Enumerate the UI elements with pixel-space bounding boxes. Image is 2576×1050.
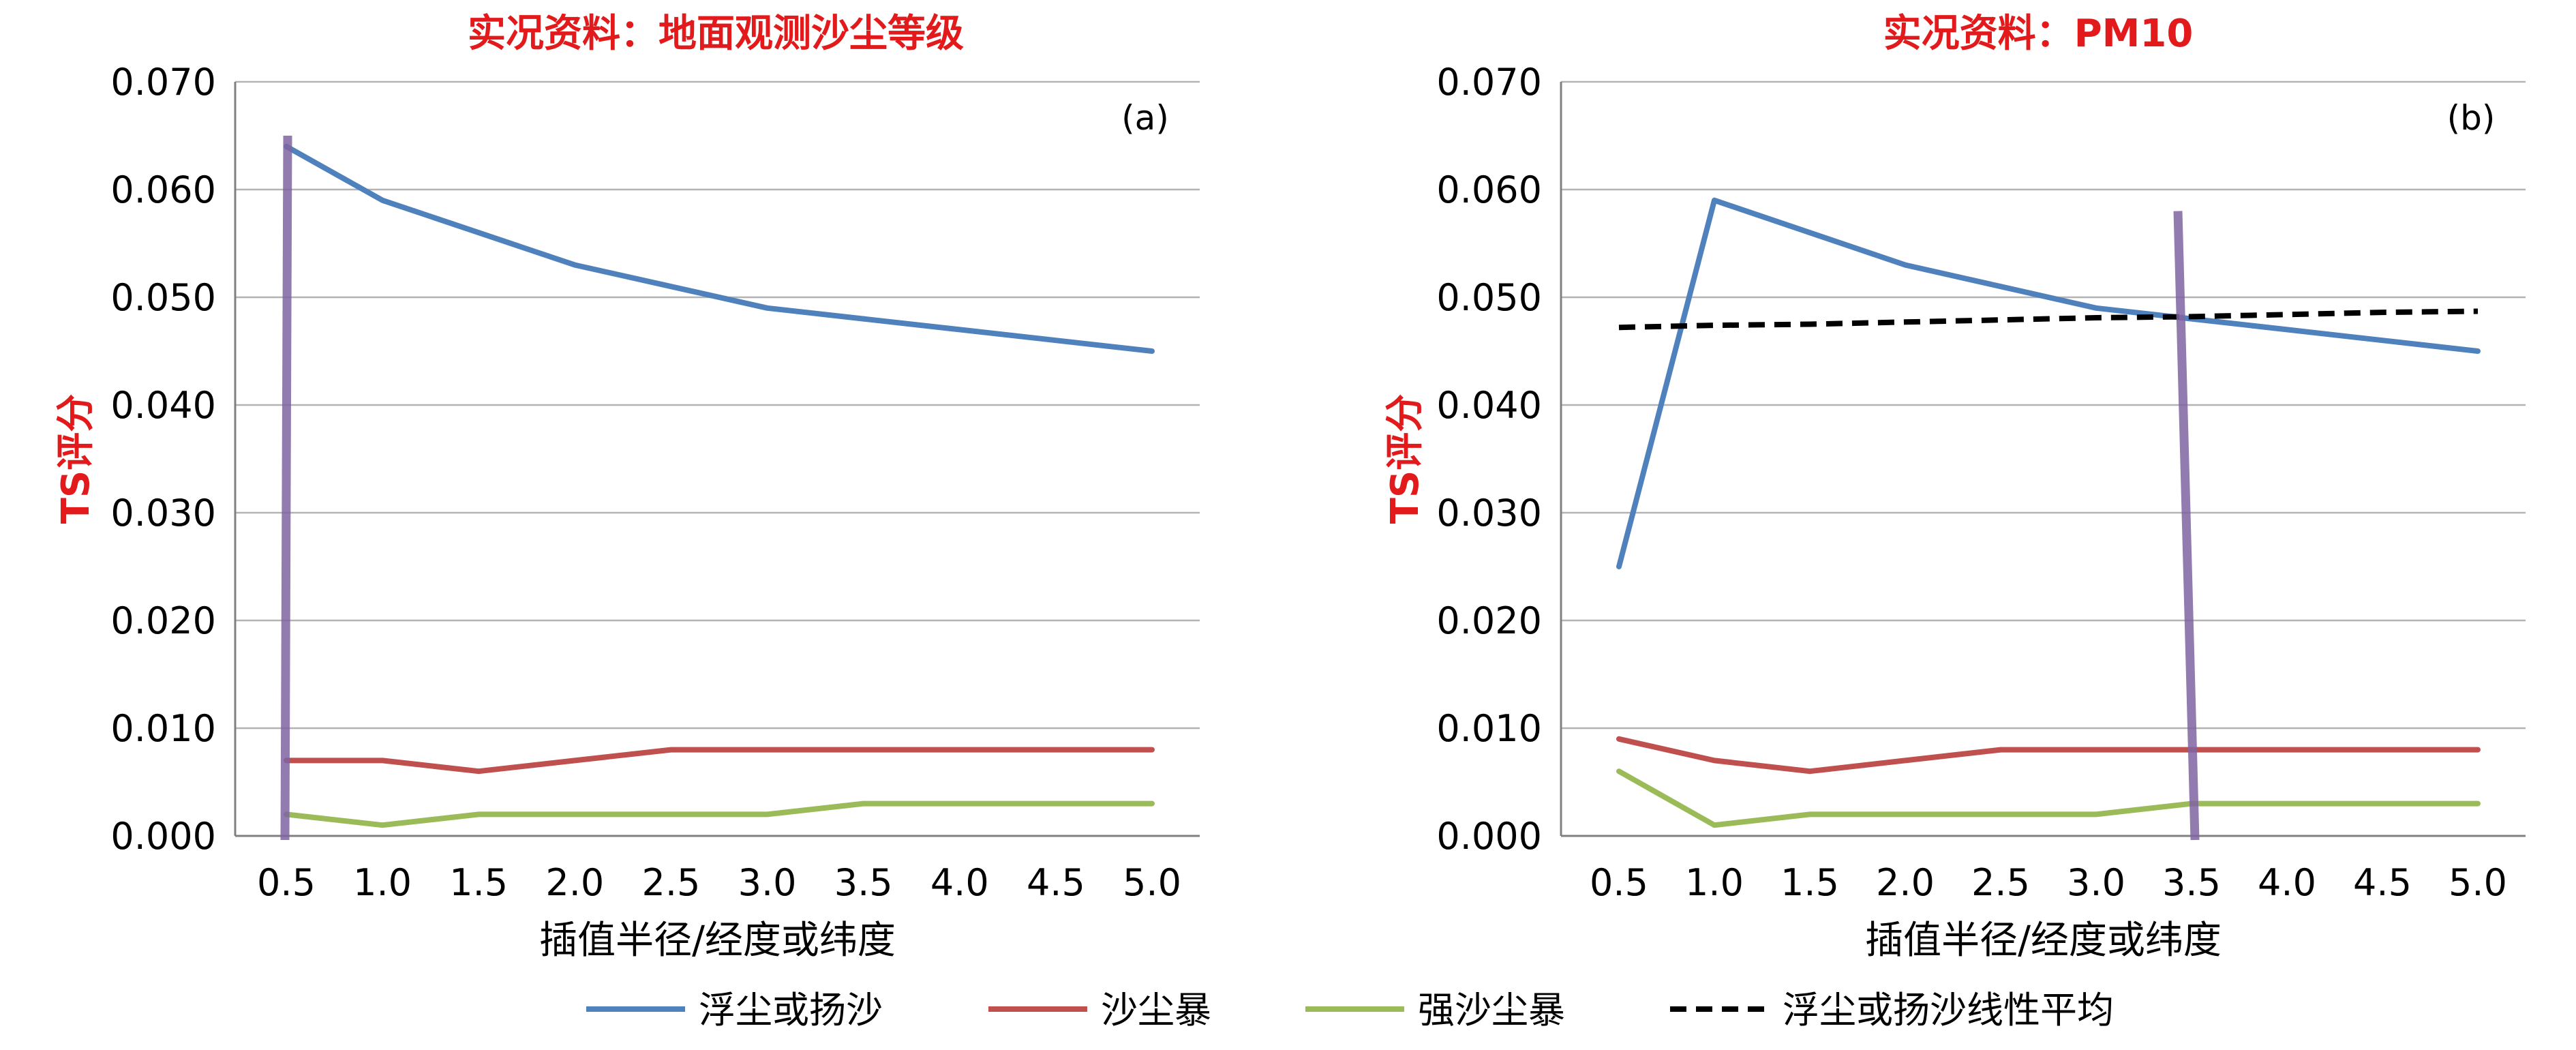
panel-a-ytick-label: 0.050	[110, 276, 216, 319]
panel-a-xtick-label: 4.5	[1027, 861, 1085, 904]
panel-a-series-line-2	[284, 747, 1155, 775]
panel-b-ytick-label: 0.010	[1436, 707, 1542, 750]
panel-b-ylabel: TS评分	[1383, 394, 1427, 524]
panel-b-xtick-label: 4.0	[2258, 861, 2316, 904]
legend-label-2: 沙尘暴	[1101, 989, 1211, 1032]
panel-b-xlabel: 插值半径/经度或纬度	[1865, 918, 2222, 963]
panel-b-ytick-label: 0.030	[1436, 492, 1542, 535]
panel-a-ytick-label: 0.020	[110, 599, 216, 642]
panel-b-ytick-label: 0.070	[1436, 61, 1542, 104]
panel-b-series-line-4	[1618, 308, 2479, 331]
panel-a-xtick-label: 4.0	[930, 861, 989, 904]
panel-a-ytick-label: 0.000	[110, 815, 216, 858]
panel-a-ytick-label: 0.070	[110, 61, 216, 104]
panel-b-xtick-label: 5.0	[2449, 861, 2507, 904]
panel-a-ytick-label: 0.060	[110, 168, 216, 211]
panel-a-xtick-label: 1.5	[449, 861, 508, 904]
panel-a-ytick-label: 0.010	[110, 707, 216, 750]
panel-b-ytick-label: 0.020	[1436, 599, 1542, 642]
panel-b-xtick-label: 3.5	[2162, 861, 2221, 904]
panel-b-series-line-1	[1616, 197, 2481, 569]
legend-label-1: 浮尘或扬沙	[699, 989, 883, 1032]
panel-a-xtick-label: 2.0	[545, 861, 604, 904]
legend-label-4: 浮尘或扬沙线性平均	[1783, 989, 2114, 1032]
panel-a-ylabel: TS评分	[54, 394, 98, 524]
panel-b-panel-label: (b)	[2447, 98, 2496, 138]
panel-b-ytick-label: 0.060	[1436, 168, 1542, 211]
panel-b-ytick-label: 0.040	[1436, 384, 1542, 427]
panel-a-xtick-label: 3.0	[738, 861, 797, 904]
panel-b-xtick-label: 1.0	[1685, 861, 1744, 904]
panel-a-ytick-label: 0.040	[110, 384, 216, 427]
panel-b-xtick-label: 1.5	[1781, 861, 1839, 904]
panel-a-series-line-3	[284, 800, 1155, 828]
panel-b-xtick-label: 2.0	[1876, 861, 1935, 904]
panel-a-xtick-label: 1.0	[353, 861, 412, 904]
panel-b-vertical-marker	[2173, 211, 2200, 841]
panel-a-vertical-marker	[280, 135, 292, 841]
panel-b-xtick-label: 2.5	[1971, 861, 2030, 904]
panel-b-series-line-2	[1616, 736, 2481, 775]
panel-b-ytick-label: 0.050	[1436, 276, 1542, 319]
panel-a-xtick-label: 0.5	[257, 861, 316, 904]
panel-b-series-line-3	[1616, 768, 2481, 828]
panel-a-title: 实况资料：地面观测沙尘等级	[468, 12, 964, 56]
panel-a-ytick-label: 0.030	[110, 492, 216, 535]
panel-b-ytick-label: 0.000	[1436, 815, 1542, 858]
panel-a-xtick-label: 3.5	[834, 861, 893, 904]
panel-b-xtick-label: 0.5	[1590, 861, 1648, 904]
panel-b-xtick-label: 4.5	[2353, 861, 2412, 904]
legend-label-3: 强沙尘暴	[1418, 989, 1565, 1032]
panel-a-xtick-label: 5.0	[1123, 861, 1181, 904]
panel-b-xtick-label: 3.0	[2067, 861, 2125, 904]
panel-b-title: 实况资料：PM10	[1883, 12, 2194, 56]
panel-a-panel-label: (a)	[1121, 98, 1169, 138]
panel-a-xlabel: 插值半径/经度或纬度	[539, 918, 896, 963]
panel-a-xtick-label: 2.5	[641, 861, 700, 904]
panel-a-series-line-1	[284, 143, 1155, 354]
